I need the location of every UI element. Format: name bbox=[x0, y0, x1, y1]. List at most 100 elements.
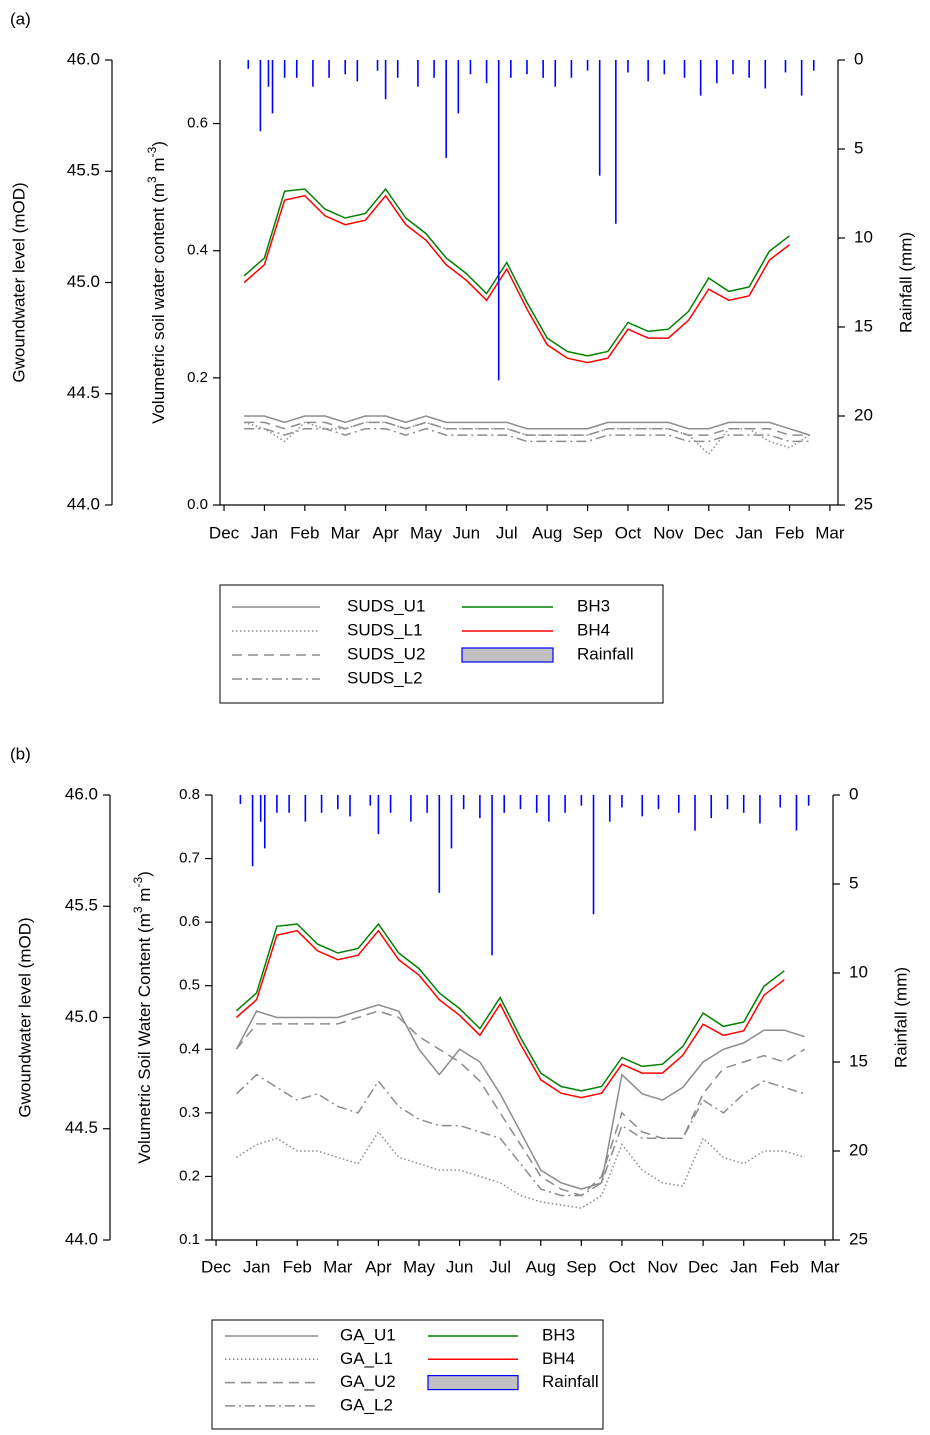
panel-label: (a) bbox=[10, 9, 31, 28]
legend-label: GA_U1 bbox=[340, 1325, 396, 1344]
y-tick-label: 44.5 bbox=[67, 383, 100, 402]
x-tick-label: Dec bbox=[201, 1257, 232, 1276]
series-line bbox=[243, 194, 790, 364]
superscript: 3 bbox=[145, 176, 159, 183]
y2-tick-label: 0.7 bbox=[179, 850, 200, 867]
series-line bbox=[235, 1073, 805, 1197]
x-tick-label: Dec bbox=[209, 523, 240, 542]
y-tick-label: 45.0 bbox=[67, 272, 100, 291]
y2-tick-label: 0.5 bbox=[179, 977, 200, 994]
y3-tick-label: 5 bbox=[854, 138, 863, 157]
legend-box bbox=[211, 1319, 604, 1430]
y-tick-label: 45.0 bbox=[65, 1007, 98, 1026]
legend-box bbox=[219, 584, 664, 704]
x-tick-label: Dec bbox=[688, 1257, 719, 1276]
x-tick-label: Mar bbox=[815, 523, 845, 542]
y3-tick-label: 0 bbox=[854, 49, 863, 68]
x-tick-label: Oct bbox=[615, 523, 642, 542]
x-tick-label: Apr bbox=[365, 1257, 392, 1276]
legend-label: SUDS_L1 bbox=[347, 620, 423, 639]
x-tick-label: Mar bbox=[323, 1257, 353, 1276]
y3-tick-label: 10 bbox=[854, 227, 873, 246]
x-tick-label: Sep bbox=[566, 1257, 596, 1276]
y3-tick-label: 15 bbox=[854, 316, 873, 335]
y-tick-label: 46.0 bbox=[67, 49, 100, 68]
legend-label: SUDS_U2 bbox=[347, 644, 425, 663]
y-tick-label: 45.5 bbox=[65, 896, 98, 915]
y2-tick-label: 0.0 bbox=[187, 496, 208, 513]
y2-tick-label: 0.6 bbox=[179, 913, 200, 930]
y3-tick-label: 15 bbox=[849, 1051, 868, 1070]
legend-label: BH3 bbox=[577, 596, 610, 615]
x-tick-label: Aug bbox=[526, 1257, 556, 1276]
y3-tick-label: 25 bbox=[849, 1229, 868, 1248]
y2-tick-label: 0.4 bbox=[179, 1040, 200, 1057]
series-line bbox=[235, 929, 785, 1099]
y2-tick-label: 0.8 bbox=[179, 786, 200, 803]
series-line bbox=[235, 1004, 805, 1190]
legend-label: BH4 bbox=[577, 620, 610, 639]
label-part: m bbox=[135, 888, 154, 907]
y3-axis-title: Rainfall (mm) bbox=[896, 232, 915, 333]
x-tick-label: Nov bbox=[647, 1257, 678, 1276]
x-tick-label: Apr bbox=[372, 523, 399, 542]
x-tick-label: Nov bbox=[653, 523, 684, 542]
y-axis-title: Gwoundwater level (mOD) bbox=[9, 182, 28, 382]
x-tick-label: Aug bbox=[532, 523, 562, 542]
y3-tick-label: 5 bbox=[849, 873, 858, 892]
x-tick-label: Jun bbox=[446, 1257, 473, 1276]
x-tick-label: Mar bbox=[331, 523, 361, 542]
series-line bbox=[244, 415, 810, 436]
legend-swatch bbox=[461, 647, 554, 663]
panel-label: (b) bbox=[10, 744, 31, 763]
x-tick-label: May bbox=[403, 1257, 436, 1276]
label-part: ) bbox=[149, 141, 168, 147]
y2-tick-label: 0.6 bbox=[187, 115, 208, 132]
x-tick-label: Jun bbox=[453, 523, 480, 542]
x-tick-label: Mar bbox=[810, 1257, 840, 1276]
y-tick-label: 45.5 bbox=[67, 161, 100, 180]
label-part: m bbox=[149, 157, 168, 176]
x-tick-label: Feb bbox=[775, 523, 804, 542]
y-axis-title: Gwoundwater level (mOD) bbox=[15, 917, 34, 1117]
x-tick-label: Feb bbox=[290, 523, 319, 542]
label-part: Volumetric Soil Water Content (m bbox=[135, 913, 154, 1164]
legend-label: GA_U2 bbox=[340, 1372, 396, 1391]
x-tick-label: Jan bbox=[251, 523, 278, 542]
series-line bbox=[235, 922, 785, 1092]
series-line bbox=[244, 421, 810, 436]
y3-tick-label: 20 bbox=[849, 1140, 868, 1159]
x-tick-label: Sep bbox=[572, 523, 602, 542]
legend-label: Rainfall bbox=[542, 1372, 599, 1391]
legend-swatch bbox=[427, 1374, 519, 1391]
x-tick-label: Jul bbox=[496, 523, 518, 542]
y-tick-label: 44.5 bbox=[65, 1118, 98, 1137]
series-line bbox=[244, 427, 810, 443]
legend-label: GA_L1 bbox=[340, 1349, 393, 1368]
label-part: ) bbox=[135, 871, 154, 877]
legend-label: SUDS_U1 bbox=[347, 596, 425, 615]
x-tick-label: Jan bbox=[243, 1257, 270, 1276]
x-tick-label: Feb bbox=[283, 1257, 312, 1276]
x-tick-label: Jul bbox=[489, 1257, 511, 1276]
superscript: -3 bbox=[131, 877, 145, 888]
legend-label: BH3 bbox=[542, 1325, 575, 1344]
superscript: 3 bbox=[131, 906, 145, 913]
x-tick-label: Feb bbox=[770, 1257, 799, 1276]
y3-axis-title: Rainfall (mm) bbox=[891, 967, 910, 1068]
y3-tick-label: 20 bbox=[854, 405, 873, 424]
series-line bbox=[243, 421, 811, 456]
legend-label: BH4 bbox=[542, 1349, 575, 1368]
y2-tick-label: 0.4 bbox=[187, 242, 208, 259]
y2-tick-label: 0.2 bbox=[187, 369, 208, 386]
x-tick-label: Jan bbox=[730, 1257, 757, 1276]
y2-tick-label: 0.1 bbox=[179, 1231, 200, 1248]
y2-tick-label: 0.3 bbox=[179, 1104, 200, 1121]
y2-tick-label: 0.2 bbox=[179, 1167, 200, 1184]
y-tick-label: 46.0 bbox=[65, 784, 98, 803]
series-line bbox=[243, 187, 790, 357]
y3-tick-label: 10 bbox=[849, 962, 868, 981]
y-tick-label: 44.0 bbox=[67, 494, 100, 513]
